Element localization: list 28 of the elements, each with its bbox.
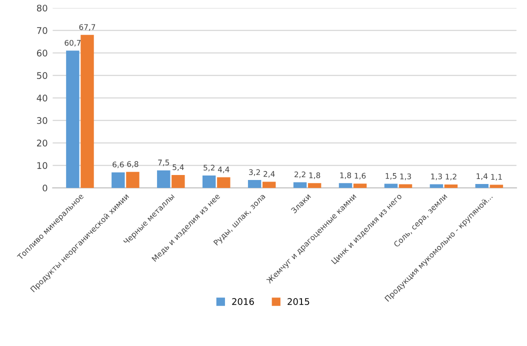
bar bbox=[444, 184, 458, 188]
y-tick-label: 50 bbox=[37, 72, 48, 79]
bar bbox=[475, 184, 489, 188]
y-tick-label: 70 bbox=[37, 27, 48, 34]
legend-label: 2015 bbox=[288, 298, 310, 305]
y-tick-label: 20 bbox=[37, 140, 48, 146]
y-tick-label: 0 bbox=[42, 184, 48, 192]
bar bbox=[338, 183, 352, 188]
bar bbox=[217, 177, 230, 188]
y-tick-label: 40 bbox=[36, 94, 48, 102]
y-tick-label: 80 bbox=[36, 4, 48, 12]
y-tick-label: 60 bbox=[36, 50, 48, 56]
bar bbox=[80, 34, 94, 188]
bar bbox=[126, 172, 140, 188]
bar bbox=[112, 172, 125, 188]
y-tick-label: 10 bbox=[37, 162, 48, 169]
y-tick-label: 30 bbox=[37, 117, 48, 124]
bar bbox=[202, 175, 216, 188]
bar bbox=[262, 182, 276, 188]
bar bbox=[490, 184, 504, 188]
bar bbox=[353, 184, 367, 188]
bar bbox=[157, 170, 170, 188]
bar bbox=[308, 183, 322, 188]
bar bbox=[172, 175, 185, 188]
legend-label: 2016 bbox=[232, 298, 254, 305]
bar bbox=[248, 180, 262, 188]
bar bbox=[293, 182, 307, 188]
bar bbox=[66, 50, 80, 188]
